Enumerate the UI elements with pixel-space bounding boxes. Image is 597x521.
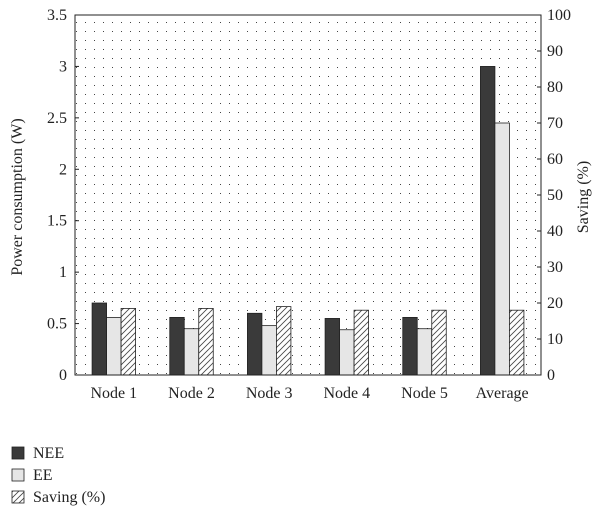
x-tick-label: Node 2 [168, 385, 215, 402]
x-tick-label: Node 5 [401, 385, 448, 402]
bar-ee-node-2 [183, 328, 200, 376]
bar-ee-average [494, 122, 510, 376]
bar-ee-node-3 [261, 325, 277, 376]
bar-saving-node-5 [431, 309, 447, 376]
right-axis-label: Saving (%) [575, 161, 592, 233]
bar-saving-node-3 [276, 306, 292, 376]
right-tick-label: 100 [547, 7, 571, 24]
bar-ee-node-5 [416, 328, 433, 376]
x-tick-label: Node 4 [324, 385, 371, 402]
bar-saving-node-4 [353, 309, 369, 376]
left-tick-label: 1.5 [47, 213, 67, 230]
right-tick-label: 40 [547, 223, 563, 240]
left-tick-label: 0.5 [47, 316, 67, 333]
left-tick-label: 2 [59, 161, 67, 178]
bar-saving-average [509, 309, 525, 376]
left-tick-label: 2.5 [47, 110, 67, 127]
right-tick-label: 10 [547, 331, 563, 348]
legend-label: EE [33, 467, 53, 484]
right-tick-label: 50 [547, 187, 563, 204]
bar-nee-node-1 [91, 302, 107, 376]
x-axis-ticks: Node 1 Node 2 Node 3 Node 4 Node 5 Average [91, 385, 529, 402]
bar-ee-node-1 [106, 316, 122, 376]
right-tick-label: 20 [547, 295, 563, 312]
left-tick-label: 1 [59, 264, 67, 281]
left-axis-label: Power consumption (W) [9, 118, 26, 275]
left-tick-label: 0 [59, 367, 67, 384]
bar-ee-node-4 [339, 329, 355, 376]
right-tick-label: 0 [547, 367, 555, 384]
bars [91, 66, 525, 376]
legend-swatch [11, 490, 25, 504]
legend-label: NEE [33, 445, 64, 462]
bar-nee-node-3 [247, 312, 263, 376]
x-tick-label: Node 1 [91, 385, 138, 402]
left-tick-label: 3 [59, 58, 67, 75]
x-tick-label: Average [476, 385, 529, 402]
bar-nee-node-2 [169, 316, 185, 376]
right-tick-label: 60 [547, 151, 563, 168]
bar-saving-node-1 [120, 307, 136, 376]
right-tick-label: 70 [547, 115, 563, 132]
right-tick-label: 80 [547, 79, 563, 96]
legend-swatch [11, 468, 25, 482]
x-tick-label: Node 3 [246, 385, 293, 402]
legend: NEE EE Saving (%) [11, 445, 105, 506]
bar-nee-node-5 [402, 316, 418, 376]
dotted-grid [75, 15, 541, 375]
right-axis-ticks: 0 10 20 30 40 50 60 70 80 90 100 [537, 7, 571, 384]
bar-saving-node-2 [198, 307, 214, 376]
bar-nee-node-4 [324, 318, 340, 376]
right-tick-label: 90 [547, 43, 563, 60]
left-axis-ticks: 0 0.5 1 1.5 2 2.5 3 3.5 [47, 7, 79, 384]
grid [75, 15, 541, 375]
right-tick-label: 30 [547, 259, 563, 276]
left-tick-label: 3.5 [47, 7, 67, 24]
bar-nee-average [480, 66, 496, 376]
legend-label: Saving (%) [33, 489, 105, 506]
legend-swatch [11, 446, 25, 460]
